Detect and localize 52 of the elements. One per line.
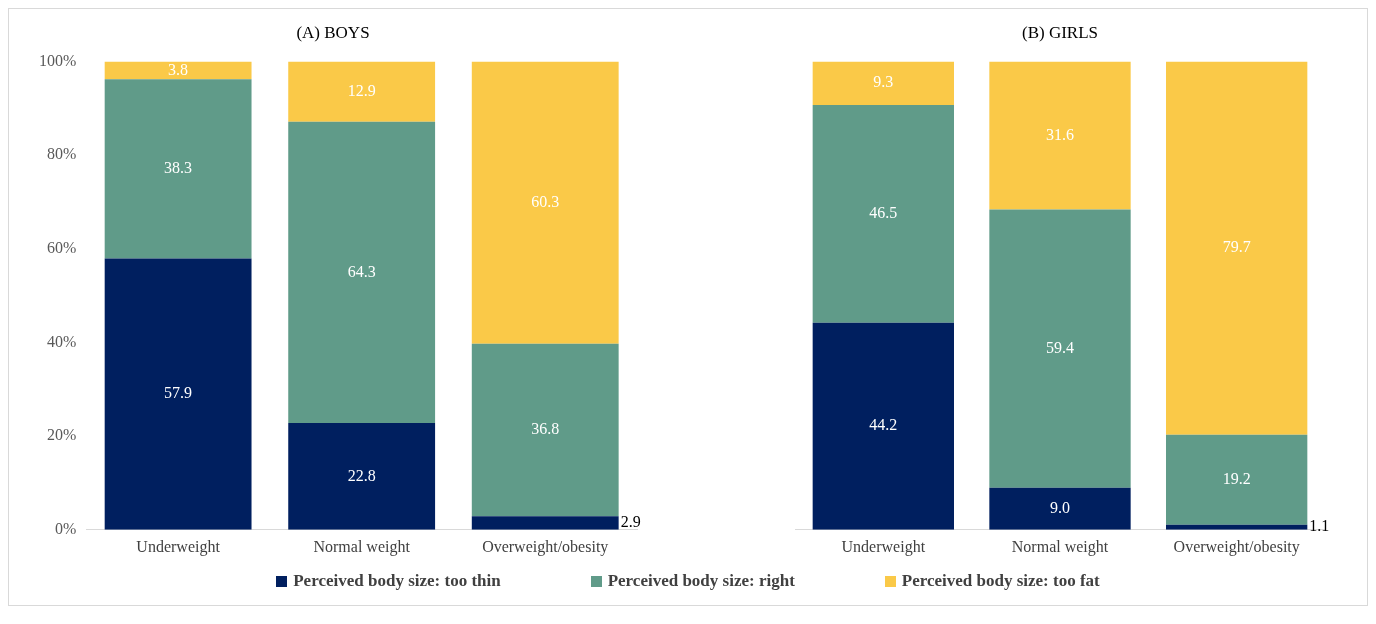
- data-label: 59.4: [1046, 338, 1074, 356]
- data-label: 9.0: [1050, 498, 1070, 516]
- y-tick-label: 0%: [55, 520, 77, 537]
- bar: [989, 61, 1131, 210]
- bar: [471, 61, 619, 344]
- bar: [1166, 61, 1308, 435]
- bar: [989, 209, 1131, 488]
- x-tick-label: Underweight: [136, 537, 221, 556]
- chart-title: (A) BOYS: [296, 22, 370, 42]
- data-label: 57.9: [164, 384, 193, 402]
- x-tick-label: Normal weight: [313, 537, 411, 556]
- bar: [288, 61, 436, 122]
- x-tick-label: Overweight/obesity: [482, 537, 609, 556]
- data-label: 1.1: [1309, 517, 1330, 535]
- data-label: 46.5: [869, 204, 898, 222]
- y-tick-label: 80%: [47, 145, 77, 163]
- data-label: 64.3: [347, 262, 376, 280]
- bar: [812, 61, 954, 105]
- bar: [288, 121, 436, 424]
- bar: [989, 487, 1131, 530]
- data-label: 38.3: [164, 159, 193, 177]
- y-tick-label: 60%: [47, 238, 77, 256]
- data-label: 9.3: [873, 73, 894, 91]
- legend-label: Perceived body size: right: [607, 571, 795, 591]
- bar: [288, 423, 436, 530]
- y-tick-label: 20%: [47, 426, 77, 444]
- bar: [104, 258, 252, 530]
- data-label: 60.3: [531, 192, 560, 210]
- chart-title: (B) GIRLS: [1021, 22, 1099, 42]
- data-label: 44.2: [869, 416, 898, 434]
- data-label: 2.9: [620, 513, 641, 531]
- x-tick-label: Underweight: [841, 537, 926, 556]
- legend-label: Perceived body size: too fat: [901, 571, 1100, 591]
- bar: [812, 322, 954, 530]
- y-tick-label: 100%: [39, 51, 77, 69]
- y-tick-label: 40%: [47, 332, 77, 350]
- data-label: 79.7: [1222, 238, 1251, 256]
- bar: [812, 104, 954, 323]
- bar: [104, 61, 252, 80]
- data-label: 3.8: [168, 60, 189, 78]
- bar: [471, 516, 619, 530]
- x-tick-label: Normal weight: [1011, 537, 1109, 556]
- data-label: 36.8: [531, 420, 560, 438]
- bar: [1166, 434, 1308, 525]
- data-label: 12.9: [347, 81, 376, 99]
- data-label: 31.6: [1046, 125, 1074, 143]
- data-label: 19.2: [1222, 469, 1251, 487]
- bar: [471, 343, 619, 517]
- data-label: 22.8: [347, 466, 376, 484]
- bar: [104, 79, 252, 259]
- legend-label: Perceived body size: too thin: [293, 571, 501, 591]
- x-tick-label: Overweight/obesity: [1173, 537, 1300, 556]
